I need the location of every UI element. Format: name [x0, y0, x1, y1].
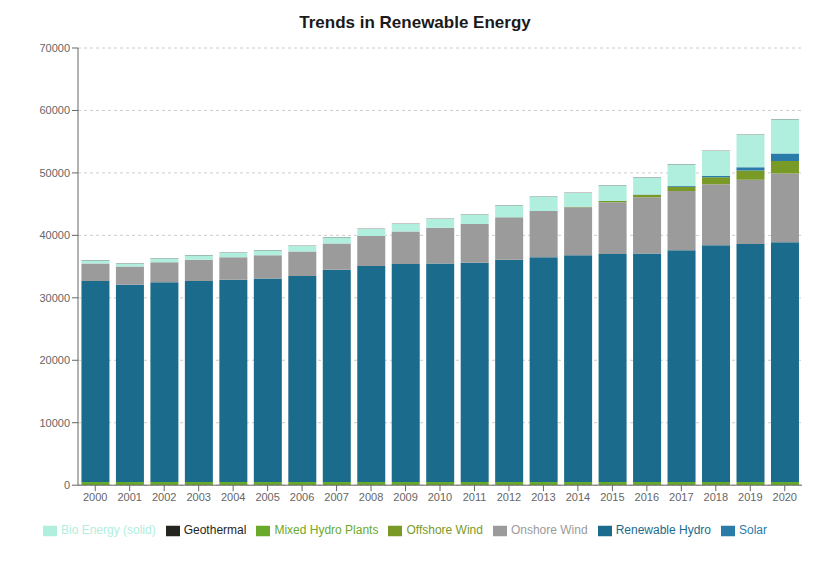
svg-text:2008: 2008 — [359, 491, 383, 503]
svg-text:2011: 2011 — [463, 491, 487, 503]
svg-text:10000: 10000 — [39, 417, 70, 429]
svg-text:2017: 2017 — [669, 491, 693, 503]
svg-text:2004: 2004 — [221, 491, 245, 503]
svg-text:2014: 2014 — [566, 491, 590, 503]
svg-text:20000: 20000 — [39, 354, 70, 366]
svg-text:2013: 2013 — [531, 491, 555, 503]
svg-text:2003: 2003 — [186, 491, 210, 503]
svg-text:70000: 70000 — [39, 42, 70, 54]
svg-text:2019: 2019 — [738, 491, 762, 503]
svg-text:2016: 2016 — [635, 491, 659, 503]
svg-text:2006: 2006 — [290, 491, 314, 503]
svg-text:40000: 40000 — [39, 229, 70, 241]
svg-text:2015: 2015 — [600, 491, 624, 503]
svg-text:2012: 2012 — [497, 491, 521, 503]
svg-text:2020: 2020 — [773, 491, 797, 503]
html-text:Mixed Hydro Plants: Mixed Hydro Plants — [274, 523, 379, 538]
svg-text:2001: 2001 — [117, 491, 141, 503]
html-text:Onshore Wind: Onshore Wind — [510, 523, 588, 538]
svg-text:30000: 30000 — [39, 292, 70, 304]
html-text:Geothermal: Geothermal — [183, 523, 247, 538]
svg-text:50000: 50000 — [39, 167, 70, 179]
svg-text:2007: 2007 — [324, 491, 348, 503]
svg-text:2000: 2000 — [83, 491, 107, 503]
svg-text:2005: 2005 — [255, 491, 279, 503]
svg-text:2002: 2002 — [152, 491, 176, 503]
html-text:Renewable Hydro: Renewable Hydro — [615, 523, 711, 538]
svg-text:2009: 2009 — [393, 491, 417, 503]
svg-text:0: 0 — [64, 479, 70, 491]
svg-text:60000: 60000 — [39, 104, 70, 116]
html-text:Solar: Solar — [739, 523, 767, 538]
svg-text:2018: 2018 — [704, 491, 728, 503]
html-text:Trends in Renewable Energy: Trends in Renewable Energy — [299, 13, 531, 32]
svg-text:2010: 2010 — [428, 491, 452, 503]
html-text:Bio Energy (solid): Bio Energy (solid) — [61, 523, 156, 538]
html-text:Offshore Wind: Offshore Wind — [406, 523, 483, 538]
